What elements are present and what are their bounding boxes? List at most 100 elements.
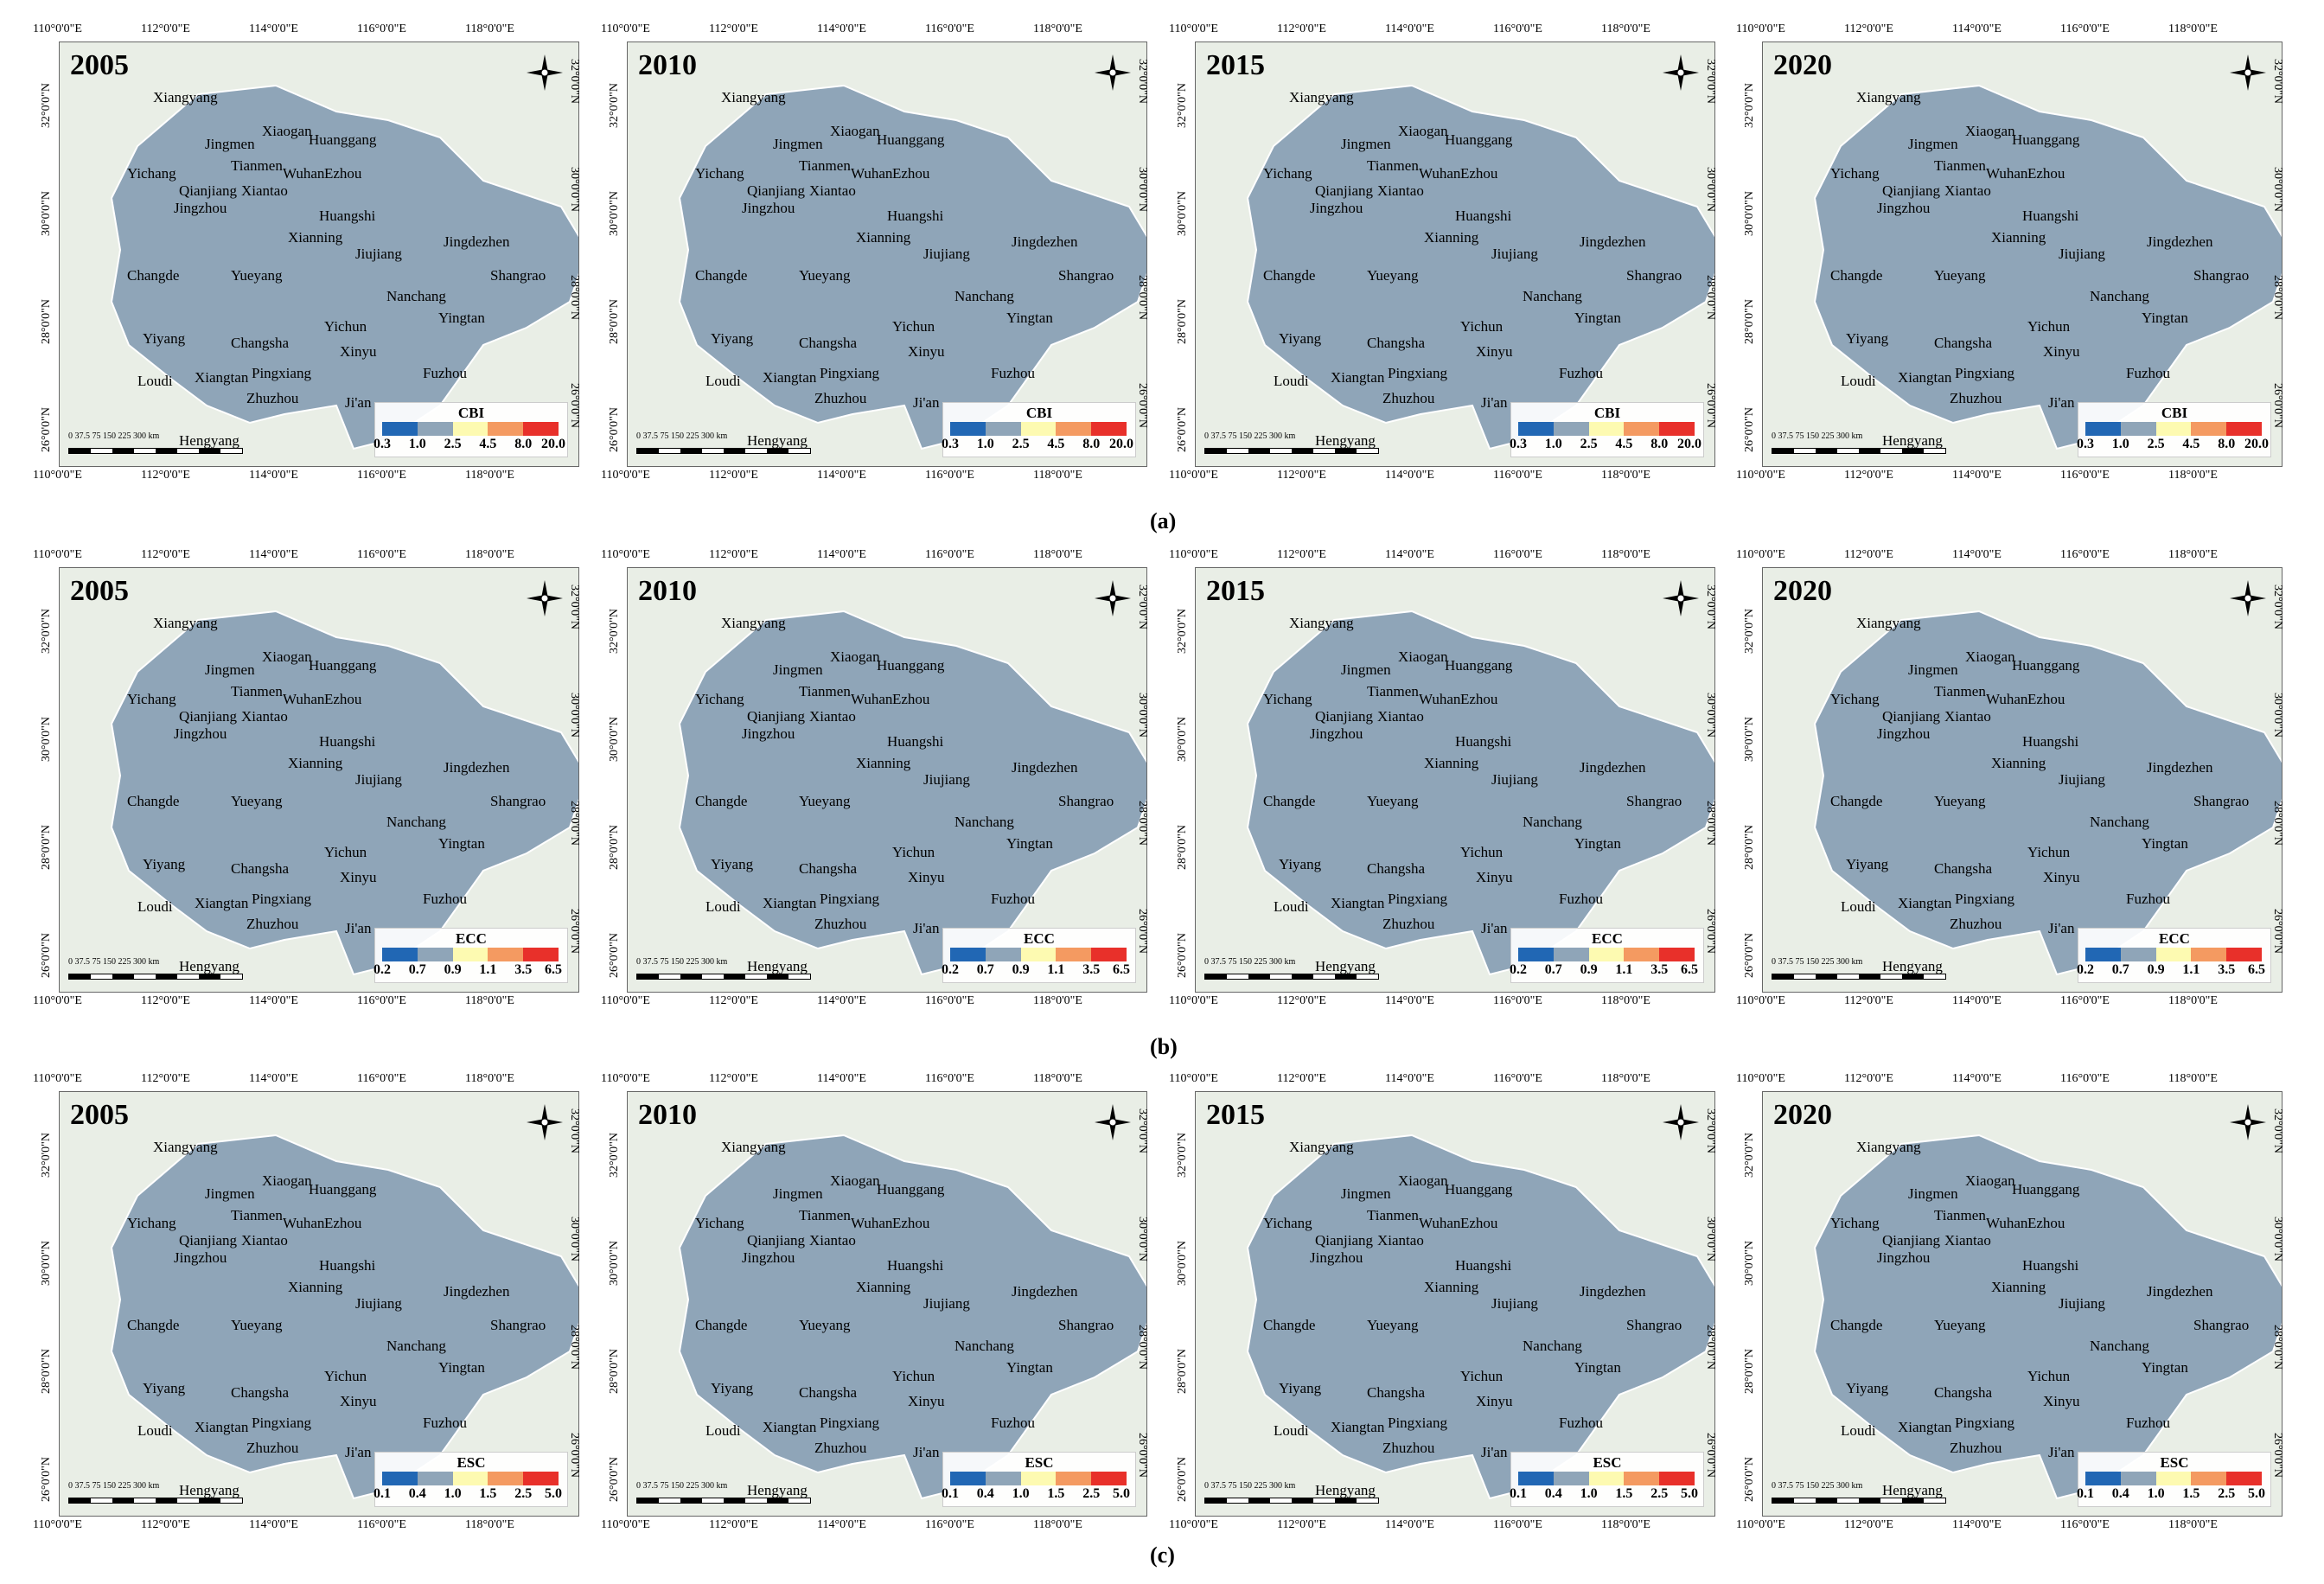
city-label: Yingtan <box>1006 1358 1053 1376</box>
north-arrow-icon <box>1093 578 1133 618</box>
legend-swatch <box>1518 422 1554 436</box>
longitude-label: 116°0'0"E <box>357 994 406 1007</box>
legend: ESC 0.1 0.4 1.0 1.5 2.5 5.0 <box>942 1452 1136 1507</box>
latitude-label: 28°0'0"N <box>608 825 621 870</box>
legend-tick: 20.0 <box>2244 437 2269 451</box>
scale-bar: 0 37.5 75 150 225 300 km <box>1204 957 1403 983</box>
longitude-label: 110°0'0"E <box>1736 548 1785 561</box>
legend-tick: 1.0 <box>444 1486 462 1501</box>
region-shape <box>1196 42 1714 466</box>
legend-title: ESC <box>456 1454 486 1471</box>
city-label: Huangshi <box>1455 733 1512 750</box>
legend-tick: 2.5 <box>1082 1486 1101 1501</box>
city-label: Ezhou <box>2027 691 2065 708</box>
city-label: Qianjiang <box>179 1231 238 1249</box>
city-label: Pingxiang <box>820 1414 879 1431</box>
city-label: Xiangyang <box>153 615 218 632</box>
legend-swatch <box>985 422 1021 436</box>
legend-tick: 6.5 <box>1113 962 1130 977</box>
latitude-label: 26°0'0"N <box>1136 909 1149 954</box>
longitude-label: 116°0'0"E <box>1493 22 1542 35</box>
city-label: Changde <box>1830 266 1883 284</box>
latitude-label: 26°0'0"N <box>40 933 53 978</box>
city-label: Xiangyang <box>153 89 218 106</box>
city-label: Jingdezhen <box>444 233 510 250</box>
legend-tick: 0.7 <box>1544 962 1562 977</box>
city-label: Jingzhou <box>742 199 795 216</box>
city-label: Ji'an <box>1481 919 1508 936</box>
city-label: Zhuzhou <box>1950 390 2002 406</box>
legend-tick: 0.4 <box>1544 1486 1562 1501</box>
city-label: Yiyang <box>1279 856 1322 873</box>
legend-tick: 2.5 <box>2218 1486 2236 1501</box>
city-label: Jiujiang <box>355 1295 402 1313</box>
legend-tick: 4.5 <box>1615 437 1633 451</box>
longitude-label: 118°0'0"E <box>1601 1518 1650 1531</box>
longitude-label: 114°0'0"E <box>249 1518 298 1531</box>
city-label: Huangshi <box>319 1257 376 1274</box>
legend-swatch <box>1091 422 1127 436</box>
city-label: Jiujiang <box>2059 771 2105 789</box>
legend-tick: 1.0 <box>976 437 994 451</box>
city-label: Wuhan <box>1419 165 1461 182</box>
city-label: Loudi <box>137 1422 173 1440</box>
latitude-label: 30°0'0"N <box>40 717 53 762</box>
city-label: Ji'an <box>345 393 372 411</box>
legend-swatch <box>1056 422 1092 436</box>
latitude-label: 32°0'0"N <box>568 59 581 104</box>
city-label: Wuhan <box>851 1215 893 1232</box>
city-label: Xianning <box>288 1278 343 1295</box>
city-label: Fuzhou <box>1559 890 1603 907</box>
latitude-label: 30°0'0"N <box>608 717 621 762</box>
city-label: Xianning <box>1991 754 2046 771</box>
latitude-label: 30°0'0"N <box>1136 167 1149 212</box>
latitude-label: 30°0'0"N <box>40 1241 53 1286</box>
city-label: Changsha <box>1367 335 1426 352</box>
latitude-label: 28°0'0"N <box>1136 801 1149 846</box>
region-shape <box>60 1092 578 1516</box>
city-label: Fuzhou <box>2126 1414 2170 1431</box>
city-label: Changsha <box>1367 1384 1426 1402</box>
legend-swatch <box>2226 1472 2262 1485</box>
city-label: Jingzhou <box>742 1249 795 1266</box>
city-label: Jingdezhen <box>1012 1282 1078 1300</box>
latitude-label: 30°0'0"N <box>1176 1241 1189 1286</box>
latitude-label: 26°0'0"N <box>568 909 581 954</box>
city-label: Changde <box>1263 792 1316 809</box>
longitude-label: 114°0'0"E <box>1952 1072 2002 1085</box>
latitude-label: 32°0'0"N <box>1704 584 1717 629</box>
legend-tick: 0.3 <box>2077 437 2094 451</box>
city-label: Xiangtan <box>763 368 817 386</box>
latitude-label: 26°0'0"N <box>1743 407 1756 452</box>
city-label: Qianjiang <box>1315 182 1374 199</box>
longitude-label: 112°0'0"E <box>709 22 758 35</box>
city-label: Qianjiang <box>1315 707 1374 725</box>
city-label: Changde <box>695 792 748 809</box>
latitude-label: 26°0'0"N <box>608 933 621 978</box>
city-label: Yichang <box>1830 1215 1880 1232</box>
longitude-label: 112°0'0"E <box>1844 548 1893 561</box>
longitude-label: 112°0'0"E <box>141 1518 190 1531</box>
latitude-label: 32°0'0"N <box>1704 1108 1717 1153</box>
city-label: Zhuzhou <box>814 390 867 406</box>
city-label: Changsha <box>799 1384 858 1402</box>
city-label: Shangrao <box>2193 792 2250 809</box>
city-label: Jingzhou <box>1310 199 1363 216</box>
longitude-label: 110°0'0"E <box>1169 22 1218 35</box>
legend-swatch <box>523 948 559 961</box>
city-label: Pingxiang <box>1388 364 1447 381</box>
legend-tick: 0.2 <box>1510 962 1527 977</box>
longitude-label: 118°0'0"E <box>2168 548 2218 561</box>
city-label: Wuhan <box>851 691 893 708</box>
longitude-label: 114°0'0"E <box>249 22 298 35</box>
map-panel-ecc-2015: 2015 Xiangyang Jingmen Xiaogan Huanggang Yich… <box>1195 567 1715 993</box>
legend-tick: 0.9 <box>2147 962 2165 977</box>
city-label: Huangshi <box>887 733 944 750</box>
city-label: Ji'an <box>2048 393 2075 411</box>
longitude-label: 118°0'0"E <box>1601 1072 1650 1085</box>
latitude-label: 30°0'0"N <box>1136 693 1149 738</box>
longitude-label: 112°0'0"E <box>709 469 758 482</box>
scale-bar: 0 37.5 75 150 225 300 km <box>68 957 267 983</box>
longitude-label: 116°0'0"E <box>1493 994 1542 1007</box>
city-label: Zhuzhou <box>1382 1440 1435 1456</box>
